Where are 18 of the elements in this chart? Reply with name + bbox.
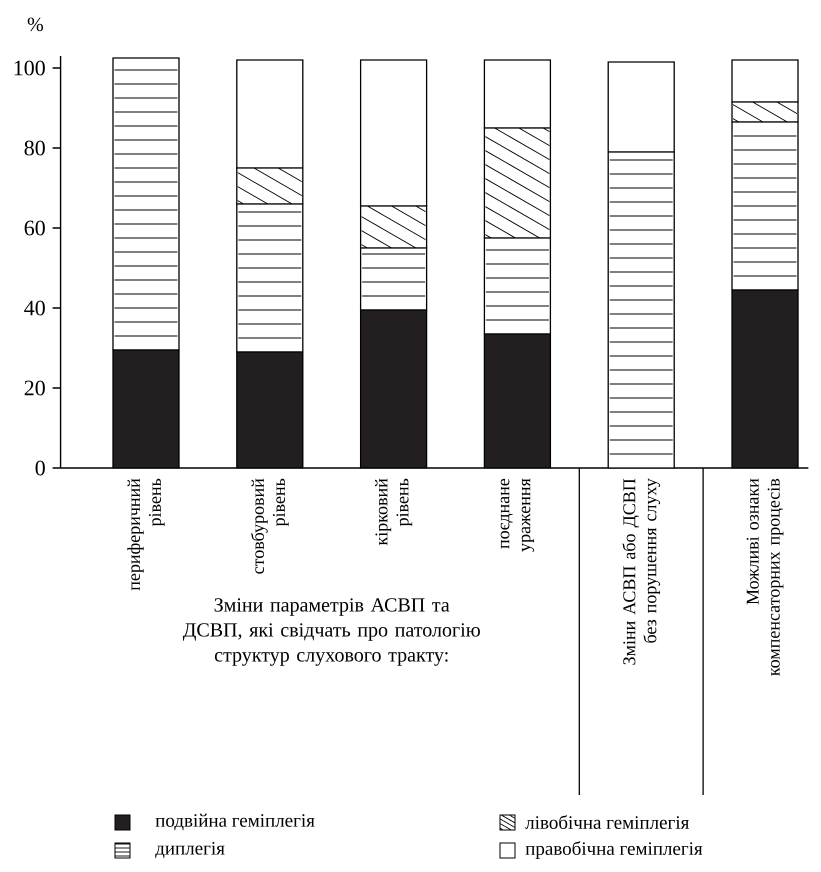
x-tick-label: стовбуровий рівень <box>250 478 289 574</box>
legend-label: лівобічна геміплегія <box>525 815 689 829</box>
x-tick-label: кірковий рівень <box>375 478 412 546</box>
text: Зміни параметрів АСВП та ДСВП, які свідчать про патологію структур слухового тракту: <box>182 598 480 666</box>
y-tick-label: 60 <box>24 220 45 236</box>
y-tick-label: 20 <box>24 380 45 396</box>
x-tick-label: периферичний рівень <box>127 478 165 590</box>
legend-label: подвійна геміплегія <box>156 814 315 830</box>
legend-label: правобічна геміплегія <box>526 841 702 859</box>
x-tick-label: поєднане ураження <box>500 478 534 552</box>
x-tick-label: Зміни АСВП або ДСВП без порушення слуху <box>622 478 660 665</box>
y-tick-label: 40 <box>24 300 45 316</box>
legend-label: диплегія <box>155 842 225 858</box>
y-tick-label: 0 <box>36 460 45 476</box>
y-axis-title: % <box>28 18 44 32</box>
y-tick-label: 100 <box>14 60 45 76</box>
x-tick-label: Можливі ознаки компенсаторних процесів <box>746 478 784 676</box>
y-tick-label: 80 <box>24 140 45 156</box>
